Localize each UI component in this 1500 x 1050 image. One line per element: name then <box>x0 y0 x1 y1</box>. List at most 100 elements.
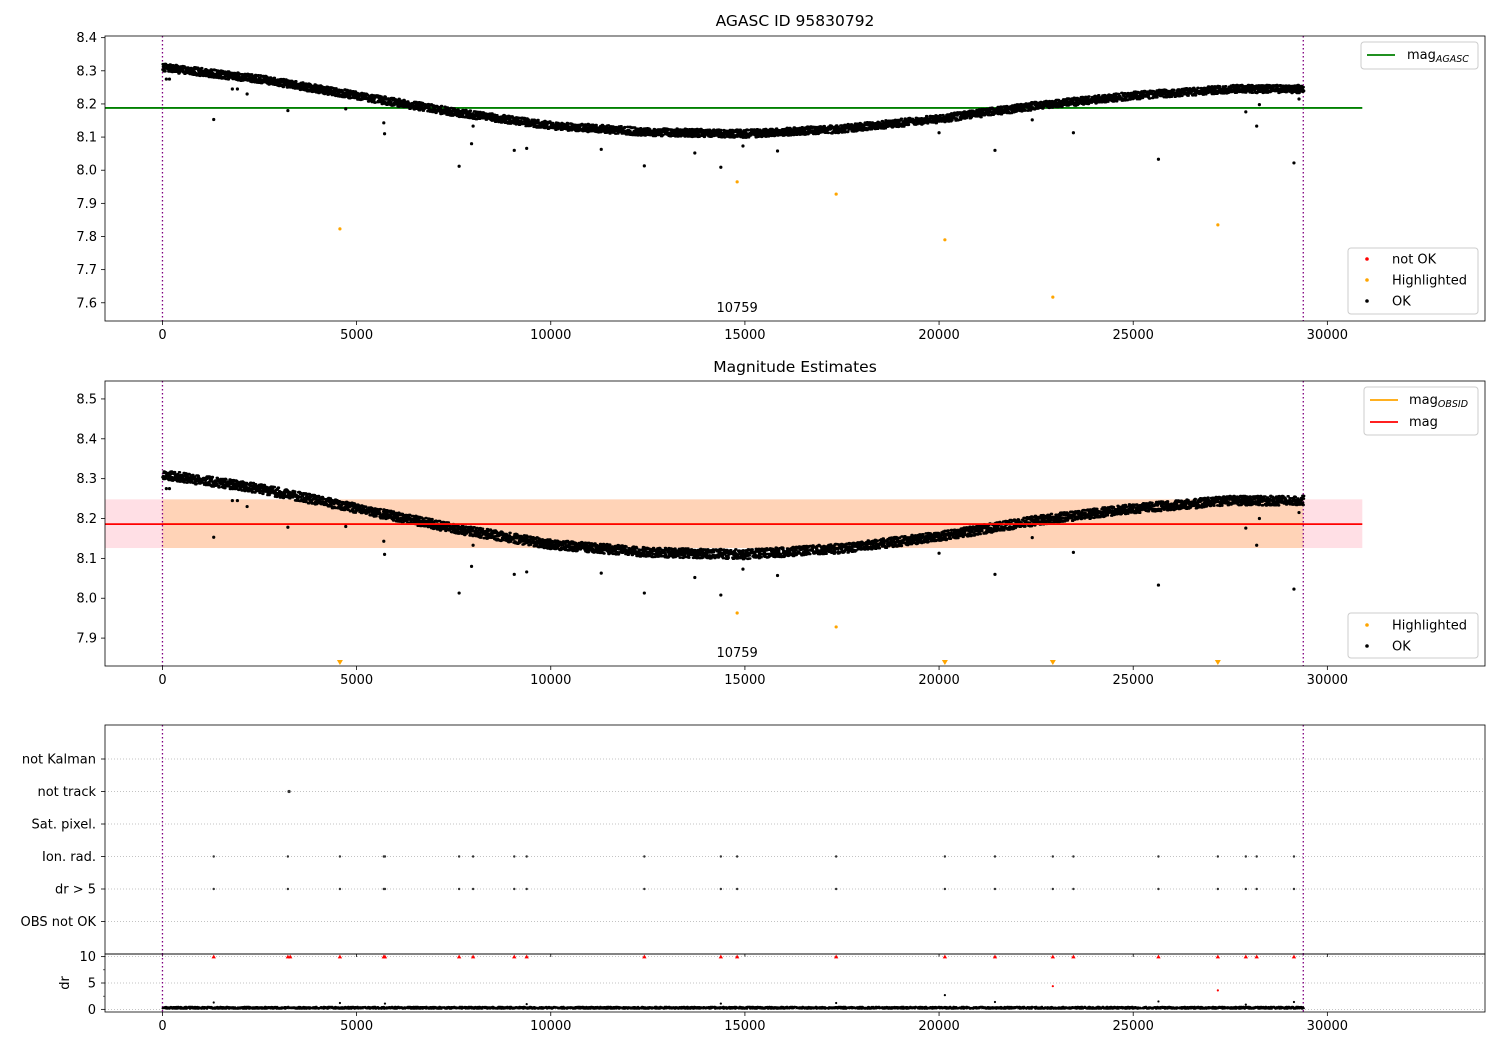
legend-box <box>1363 386 1479 436</box>
dr-capped-marker <box>512 954 517 959</box>
flag-point <box>471 887 475 891</box>
x-tick-label: 15000 <box>724 673 765 688</box>
legend-label: Highlighted <box>1392 619 1467 634</box>
flag-point <box>1072 887 1075 891</box>
dr-capped-marker <box>992 954 998 959</box>
ok-point <box>1255 543 1259 547</box>
ok-point <box>741 567 745 571</box>
offscale-marker <box>1049 660 1056 665</box>
flag-point <box>1292 855 1296 858</box>
ok-point <box>245 92 249 96</box>
flag-point <box>943 887 947 891</box>
offscale-marker <box>336 660 343 665</box>
legend-label-subscript: AGASC <box>1435 54 1469 65</box>
dr-capped-marker <box>1254 954 1259 959</box>
flags-panel: not Kalman not track Sat. pixel. Ion. rad. d… <box>21 724 1486 957</box>
legend-line: magAGASC <box>1360 41 1479 70</box>
y-tick-label: 10 <box>79 950 96 965</box>
legend-label: OK <box>1392 640 1411 655</box>
ok-point <box>1292 587 1296 591</box>
x-tick-label: 25000 <box>1113 328 1154 343</box>
legend-label: OK <box>1392 295 1411 310</box>
flag-point <box>643 855 646 858</box>
y-tick-label: 8.3 <box>76 472 97 487</box>
ok-point <box>1156 583 1161 587</box>
ok-point <box>164 77 168 81</box>
ok-point <box>457 164 461 168</box>
flag-point <box>1292 887 1296 891</box>
x-tick-label: 5000 <box>340 1019 373 1034</box>
flag-point <box>513 855 516 858</box>
ok-point <box>230 498 234 503</box>
y-tick-label: 8.4 <box>76 432 97 447</box>
flag-point <box>993 887 997 891</box>
dr-capped-marker <box>1243 954 1249 959</box>
flag-point <box>1157 855 1160 858</box>
flag-point <box>1157 887 1160 891</box>
flag-row-label: OBS not OK <box>21 915 97 930</box>
ok-point <box>1297 97 1301 101</box>
x-tick-label: 10000 <box>530 673 571 688</box>
flag-point <box>943 855 947 858</box>
ok-point <box>344 524 348 529</box>
y-tick-label: 7.9 <box>76 632 97 647</box>
legend-label: Highlighted <box>1392 274 1467 289</box>
ok-point <box>719 165 723 169</box>
ok-point <box>775 149 780 153</box>
y-tick-label: 0 <box>88 1003 96 1018</box>
dr-point <box>1051 985 1054 988</box>
ok-point <box>469 142 474 146</box>
ok-point <box>642 164 646 168</box>
ok-point <box>1030 118 1034 122</box>
x-tick-label: 5000 <box>340 673 373 688</box>
ok-point <box>1292 161 1296 165</box>
ok-point <box>1071 550 1076 554</box>
flag-point <box>383 855 387 858</box>
ok-point <box>382 132 387 136</box>
dr-capped-marker <box>642 954 647 959</box>
flag-point <box>1072 855 1075 858</box>
y-tick-label: 7.6 <box>76 296 97 311</box>
offscale-marker <box>1214 660 1221 665</box>
flag-point <box>286 855 290 858</box>
ok-point <box>1071 131 1076 135</box>
ok-point <box>1156 157 1161 161</box>
ok-point <box>344 107 348 111</box>
x-tick-label: 0 <box>158 328 166 343</box>
highlighted-point <box>735 180 739 184</box>
flag-point <box>735 855 739 858</box>
flag-point <box>1216 887 1220 891</box>
y-tick-label: 8.1 <box>76 131 97 146</box>
ok-point <box>1257 102 1262 107</box>
y-tick-label: 8.2 <box>76 512 97 527</box>
x-tick-label: 25000 <box>1113 1019 1154 1034</box>
flag-point <box>286 887 290 891</box>
ok-point <box>1297 510 1301 515</box>
ok-point <box>1244 110 1248 114</box>
x-tick-label: 5000 <box>340 328 373 343</box>
flag-point <box>719 887 723 891</box>
ok-point <box>164 487 168 491</box>
highlighted-point <box>943 238 947 242</box>
flag-point <box>1244 887 1248 891</box>
magnitude-estimates-panel: 0 5000 10000 15000 20000 25000 30000 7.9 8.0 8.1 8… <box>76 358 1486 688</box>
ok-point <box>525 146 529 150</box>
ok-point <box>212 117 216 122</box>
dr-point <box>993 1000 997 1004</box>
dr-capped-marker <box>718 954 724 959</box>
flag-point <box>471 855 475 858</box>
flag-row-label: dr > 5 <box>55 883 96 898</box>
chart-title: AGASC ID 95830792 <box>716 12 875 30</box>
ok-point <box>382 552 387 556</box>
ok-point <box>167 77 172 81</box>
dr-point <box>212 1001 215 1004</box>
flag-point <box>457 855 461 858</box>
ok-point <box>993 148 997 152</box>
x-tick-label: 15000 <box>724 1019 765 1034</box>
x-tick-label: 10000 <box>530 328 571 343</box>
ok-point <box>993 572 997 576</box>
ok-point <box>230 87 234 91</box>
y-tick-label: 8.2 <box>76 97 97 112</box>
y-tick-label: 8.1 <box>76 552 97 567</box>
